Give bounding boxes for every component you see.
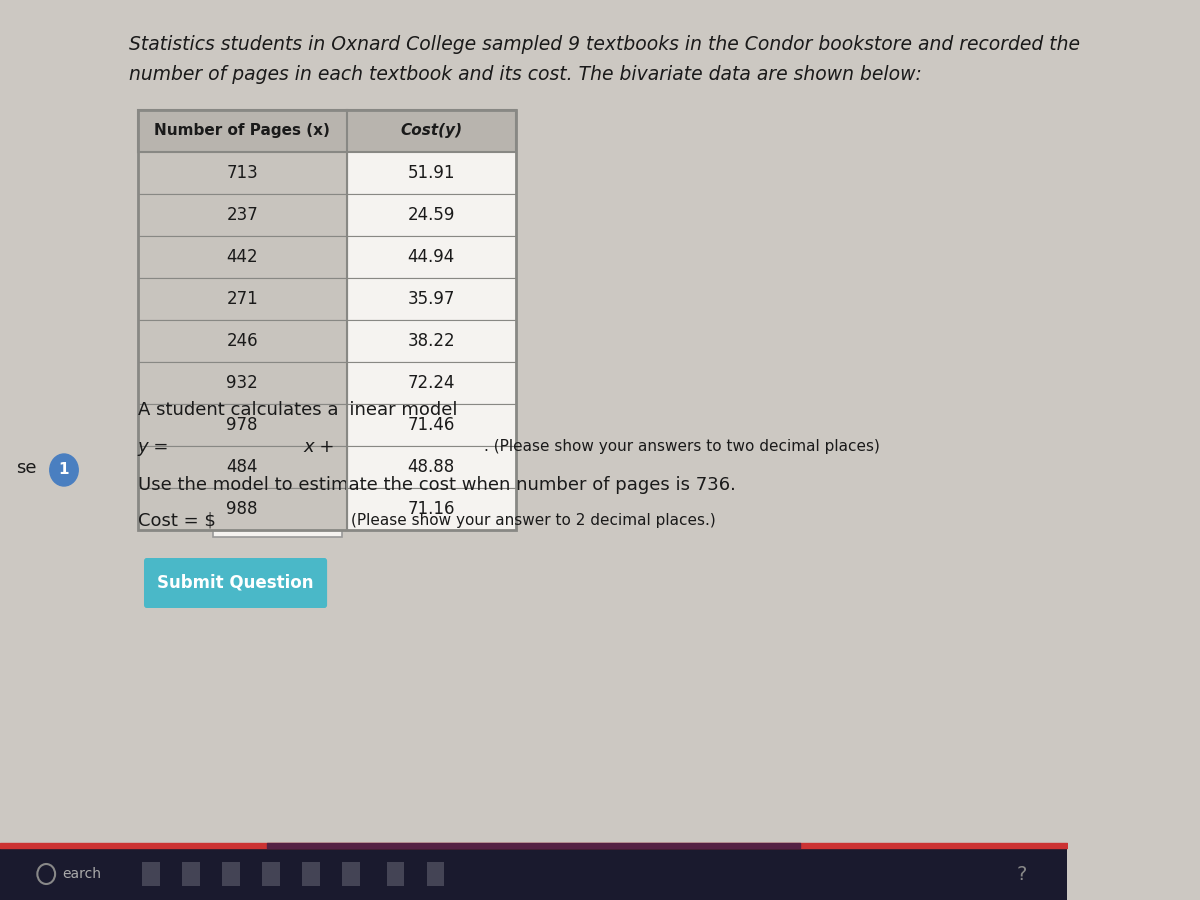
FancyBboxPatch shape — [144, 558, 328, 608]
FancyBboxPatch shape — [138, 404, 347, 446]
Text: Submit Question: Submit Question — [157, 574, 313, 592]
FancyBboxPatch shape — [138, 194, 347, 236]
FancyBboxPatch shape — [138, 236, 347, 278]
Text: 271: 271 — [227, 290, 258, 308]
Text: ?: ? — [1016, 865, 1027, 884]
FancyBboxPatch shape — [0, 848, 1067, 900]
FancyBboxPatch shape — [214, 503, 342, 537]
FancyBboxPatch shape — [138, 362, 347, 404]
Text: se: se — [16, 459, 36, 477]
Text: 442: 442 — [227, 248, 258, 266]
Text: earch: earch — [62, 867, 101, 881]
FancyBboxPatch shape — [347, 236, 516, 278]
Text: 1: 1 — [59, 463, 70, 478]
Text: (Please show your answer to 2 decimal places.): (Please show your answer to 2 decimal pl… — [352, 512, 716, 527]
Bar — [222, 862, 240, 886]
Bar — [263, 862, 280, 886]
FancyBboxPatch shape — [138, 278, 347, 320]
Text: 51.91: 51.91 — [407, 164, 455, 182]
Text: 71.16: 71.16 — [407, 500, 455, 518]
FancyBboxPatch shape — [138, 152, 347, 194]
Text: 24.59: 24.59 — [408, 206, 455, 224]
Text: Number of Pages (x): Number of Pages (x) — [155, 123, 330, 139]
Bar — [302, 862, 320, 886]
Circle shape — [49, 454, 78, 486]
Text: 44.94: 44.94 — [408, 248, 455, 266]
FancyBboxPatch shape — [138, 320, 347, 362]
Text: Statistics students in Oxnard College sampled 9 textbooks in the Condor bookstor: Statistics students in Oxnard College sa… — [128, 35, 1080, 55]
Text: 246: 246 — [227, 332, 258, 350]
Text: number of pages in each textbook and its cost. The bivariate data are shown belo: number of pages in each textbook and its… — [128, 66, 922, 85]
Text: 72.24: 72.24 — [407, 374, 455, 392]
Text: 932: 932 — [227, 374, 258, 392]
FancyBboxPatch shape — [347, 404, 516, 446]
FancyBboxPatch shape — [138, 446, 347, 488]
Text: A student calculates a linear model: A student calculates a linear model — [138, 401, 457, 419]
FancyBboxPatch shape — [347, 488, 516, 530]
Text: Cost(y): Cost(y) — [400, 123, 462, 139]
FancyBboxPatch shape — [167, 430, 296, 464]
Bar — [427, 862, 444, 886]
Text: x +: x + — [304, 438, 335, 456]
Text: Use the model to estimate the cost when number of pages is 736.: Use the model to estimate the cost when … — [138, 476, 736, 494]
Text: 38.22: 38.22 — [407, 332, 455, 350]
Text: 713: 713 — [227, 164, 258, 182]
FancyBboxPatch shape — [338, 430, 476, 464]
Text: . (Please show your answers to two decimal places): . (Please show your answers to two decim… — [484, 439, 880, 454]
Text: 71.46: 71.46 — [408, 416, 455, 434]
FancyBboxPatch shape — [347, 152, 516, 194]
Bar — [143, 862, 160, 886]
Text: 48.88: 48.88 — [408, 458, 455, 476]
Text: 237: 237 — [227, 206, 258, 224]
Bar — [182, 862, 200, 886]
FancyBboxPatch shape — [347, 278, 516, 320]
Text: y =: y = — [138, 438, 169, 456]
Bar — [342, 862, 360, 886]
FancyBboxPatch shape — [138, 110, 516, 152]
FancyBboxPatch shape — [138, 488, 347, 530]
Text: 978: 978 — [227, 416, 258, 434]
Text: Cost = $: Cost = $ — [138, 511, 216, 529]
Text: 35.97: 35.97 — [408, 290, 455, 308]
FancyBboxPatch shape — [347, 194, 516, 236]
FancyBboxPatch shape — [347, 320, 516, 362]
Bar — [386, 862, 404, 886]
Text: 988: 988 — [227, 500, 258, 518]
FancyBboxPatch shape — [347, 446, 516, 488]
Text: 484: 484 — [227, 458, 258, 476]
FancyBboxPatch shape — [347, 362, 516, 404]
